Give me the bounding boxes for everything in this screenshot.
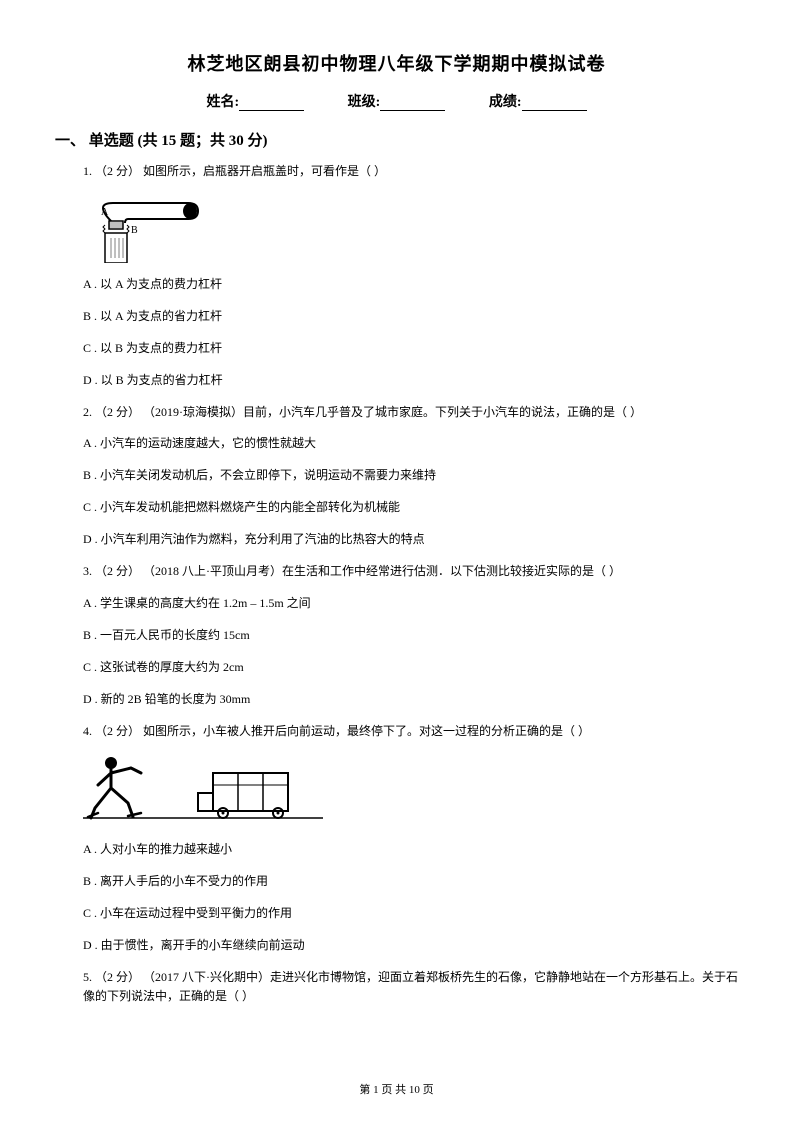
q3-option-a: A . 学生课桌的高度大约在 1.2m – 1.5m 之间 [83, 594, 738, 612]
q3-option-c: C . 这张试卷的厚度大约为 2cm [83, 658, 738, 676]
question-1: 1. （2 分） 如图所示，启瓶器开启瓶盖时，可看作是（ ） [83, 162, 738, 181]
class-label: 班级: [348, 91, 381, 111]
svg-text:A: A [101, 207, 109, 218]
q1-option-d: D . 以 B 为支点的省力杠杆 [83, 371, 738, 389]
page-footer: 第 1 页 共 10 页 [0, 1081, 793, 1097]
score-label: 成绩: [489, 91, 522, 111]
q2-option-c: C . 小汽车发动机能把燃料燃烧产生的内能全部转化为机械能 [83, 498, 738, 516]
name-blank[interactable] [239, 97, 304, 111]
q4-option-b: B . 离开人手后的小车不受力的作用 [83, 872, 738, 890]
q4-option-c: C . 小车在运动过程中受到平衡力的作用 [83, 904, 738, 922]
q1-option-b: B . 以 A 为支点的省力杠杆 [83, 307, 738, 325]
q3-option-d: D . 新的 2B 铅笔的长度为 30mm [83, 690, 738, 708]
section-1-header: 一、 单选题 (共 15 题；共 30 分) [55, 129, 738, 150]
q1-option-c: C . 以 B 为支点的费力杠杆 [83, 339, 738, 357]
question-5: 5. （2 分） （2017 八下·兴化期中）走进兴化市博物馆，迎面立着郑板桥先… [83, 968, 738, 1006]
name-label: 姓名: [206, 91, 239, 111]
q2-option-d: D . 小汽车利用汽油作为燃料，充分利用了汽油的比热容大的特点 [83, 530, 738, 548]
q4-option-a: A . 人对小车的推力越来越小 [83, 840, 738, 858]
q2-option-a: A . 小汽车的运动速度越大，它的惯性就越大 [83, 434, 738, 452]
class-blank[interactable] [380, 97, 445, 111]
exam-title: 林芝地区朗县初中物理八年级下学期期中模拟试卷 [55, 50, 738, 76]
svg-text:B: B [131, 225, 138, 236]
student-info-row: 姓名: 班级: 成绩: [55, 91, 738, 111]
question-1-figure: A B [83, 193, 738, 263]
score-blank[interactable] [522, 97, 587, 111]
question-2: 2. （2 分） （2019·琼海模拟）目前，小汽车几乎普及了城市家庭。下列关于… [83, 403, 738, 422]
q3-option-b: B . 一百元人民币的长度约 15cm [83, 626, 738, 644]
q2-option-b: B . 小汽车关闭发动机后，不会立即停下，说明运动不需要力来维持 [83, 466, 738, 484]
question-4-figure [83, 753, 738, 828]
q4-option-d: D . 由于惯性，离开手的小车继续向前运动 [83, 936, 738, 954]
question-3: 3. （2 分） （2018 八上·平顶山月考）在生活和工作中经常进行估测．以下… [83, 562, 738, 581]
question-4: 4. （2 分） 如图所示，小车被人推开后向前运动，最终停下了。对这一过程的分析… [83, 722, 738, 741]
q1-option-a: A . 以 A 为支点的费力杠杆 [83, 275, 738, 293]
